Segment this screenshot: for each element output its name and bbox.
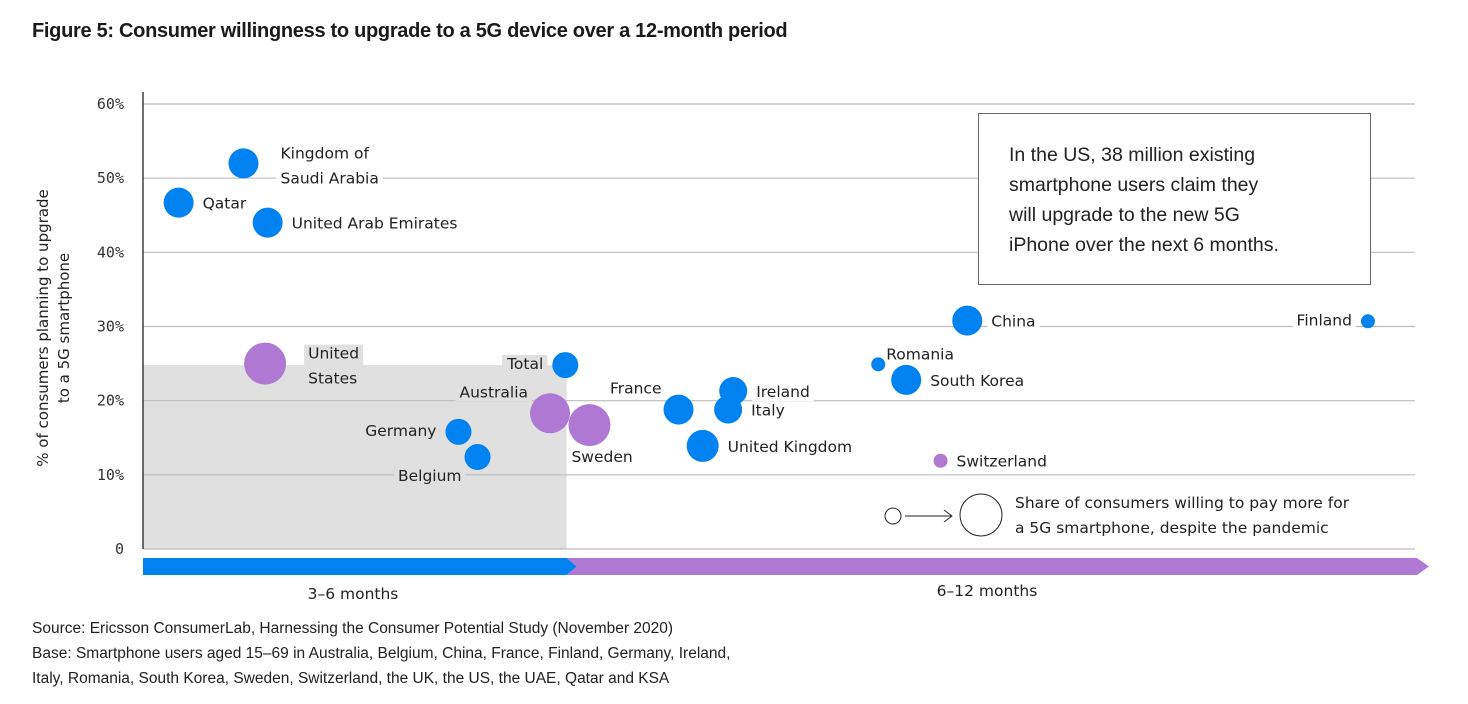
- bubble-united-kingdom: [686, 429, 719, 462]
- y-tick-label: 0: [115, 540, 124, 558]
- annotation-line: will upgrade to the new 5G: [1009, 204, 1240, 226]
- base-line-2: Italy, Romania, South Korea, Sweden, Swi…: [32, 670, 670, 687]
- bubble-qatar: [163, 187, 194, 218]
- label-knockout: [198, 194, 251, 213]
- annotation-box: In the US, 38 million existing smartphone…: [978, 113, 1371, 285]
- bubble-label-switzerland: Switzerland: [957, 453, 1047, 471]
- bubble-germany: [445, 418, 472, 445]
- legend-small-circle-icon: [884, 507, 902, 525]
- bubble-label-ireland: Ireland: [756, 383, 810, 401]
- bubble-label-germany: Germany: [365, 422, 436, 440]
- bubble-france: [663, 394, 694, 425]
- bubble-switzerland: [933, 453, 948, 468]
- bubble-label-finland: Finland: [1297, 311, 1352, 329]
- bubble-label-australia: Australia: [459, 383, 528, 401]
- bubble-label-total: Total: [506, 355, 543, 373]
- y-tick-label: 10%: [97, 466, 124, 484]
- legend-arrowhead-icon: [943, 509, 953, 523]
- bubble-united-arab-emirates: [252, 207, 283, 238]
- y-tick-label: 60%: [97, 95, 124, 113]
- y-tick-label: 20%: [97, 392, 124, 410]
- bubble-finland: [1360, 314, 1375, 329]
- label-knockout: [747, 401, 789, 420]
- annotation-line: smartphone users claim they: [1009, 174, 1259, 196]
- label-knockout: [952, 452, 1051, 471]
- bubble-label-italy: Italy: [751, 402, 785, 420]
- bubble-china: [952, 305, 983, 336]
- y-tick-label: 30%: [97, 318, 124, 336]
- bubble-label-kingdom-of-saudi-arabia: Kingdom of Saudi Arabia: [280, 144, 378, 187]
- label-knockout: [393, 467, 466, 486]
- source-note: Source: Ericsson ConsumerLab, Harnessing…: [32, 616, 730, 691]
- bubble-label-united-kingdom: United Kingdom: [728, 438, 852, 456]
- annotation-line: iPhone over the next 6 months.: [1009, 234, 1279, 256]
- period-label: 3–6 months: [308, 585, 399, 603]
- label-knockout: [1292, 311, 1356, 330]
- label-knockout: [304, 344, 364, 388]
- size-legend-label: Share of consumers willing to pay more f…: [1015, 494, 1350, 537]
- label-knockout: [723, 437, 857, 456]
- label-knockout: [567, 448, 637, 467]
- label-knockout: [605, 379, 666, 398]
- period-bar-6-12-months: [566, 558, 1429, 575]
- bubble-kingdom-of-saudi-arabia: [228, 148, 259, 179]
- bubble-label-china: China: [991, 313, 1035, 331]
- bubble-label-south-korea: South Korea: [930, 372, 1024, 390]
- bubble-united-states: [244, 342, 287, 385]
- label-knockout: [455, 383, 533, 402]
- bubble-sweden: [568, 404, 611, 447]
- figure-title: Figure 5: Consumer willingness to upgrad…: [32, 20, 788, 42]
- label-knockout: [287, 214, 462, 233]
- base-line-1: Base: Smartphone users aged 15–69 in Aus…: [32, 645, 731, 662]
- bubble-south-korea: [891, 364, 922, 395]
- legend-large-circle-icon: [959, 493, 1003, 537]
- label-knockout: [276, 144, 383, 188]
- label-knockout: [361, 421, 441, 440]
- label-knockout: [752, 383, 814, 402]
- y-axis-label: % of consumers planning to upgrade to a 5…: [34, 189, 73, 466]
- label-knockout: [882, 345, 959, 364]
- bubble-romania: [871, 357, 886, 372]
- bubble-label-romania: Romania: [886, 345, 954, 363]
- bubble-label-united-states: United States: [308, 345, 359, 388]
- bubble-belgium: [464, 444, 491, 471]
- annotation-line: In the US, 38 million existing: [1009, 144, 1256, 166]
- period-label: 6–12 months: [937, 582, 1038, 600]
- y-tick-label: 50%: [97, 169, 124, 187]
- period-bar-3-6-months: [143, 558, 577, 575]
- bubble-label-belgium: Belgium: [398, 467, 462, 485]
- bubble-total: [552, 352, 579, 379]
- bubble-italy: [714, 395, 743, 424]
- source-line: Source: Ericsson ConsumerLab, Harnessing…: [32, 620, 673, 637]
- label-knockout: [987, 312, 1040, 331]
- label-knockout: [926, 371, 1029, 390]
- bubble-label-sweden: Sweden: [571, 448, 632, 466]
- bubble-australia: [530, 393, 571, 434]
- bubble-label-france: France: [610, 380, 662, 398]
- bubble-label-united-arab-emirates: United Arab Emirates: [292, 215, 458, 233]
- label-knockout: [502, 355, 548, 374]
- y-tick-label: 40%: [97, 243, 124, 261]
- bubble-label-qatar: Qatar: [203, 195, 247, 213]
